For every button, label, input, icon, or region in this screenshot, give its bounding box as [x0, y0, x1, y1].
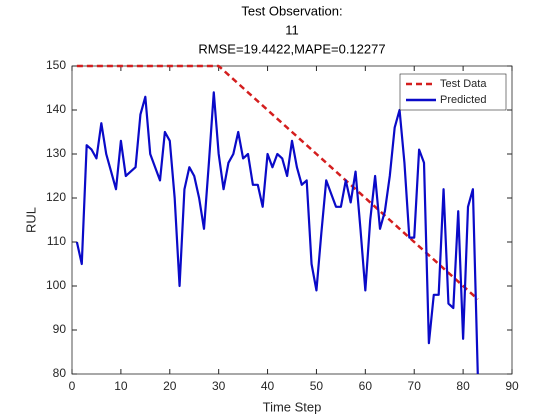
y-tick-label: 150	[46, 58, 66, 72]
legend-box	[399, 73, 507, 111]
y-tick-label: 120	[46, 190, 66, 204]
x-axis-label: Time Step	[263, 399, 322, 414]
x-tick-label: 20	[163, 379, 177, 393]
y-tick-label: 80	[53, 366, 67, 380]
x-tick-label: 60	[359, 379, 373, 393]
chart-title: 11	[285, 22, 299, 37]
chart-title: Test Observation:	[241, 3, 342, 18]
x-tick-label: 10	[114, 379, 128, 393]
y-tick-label: 90	[53, 322, 67, 336]
x-tick-label: 80	[456, 379, 470, 393]
x-tick-label: 40	[261, 379, 275, 393]
y-tick-label: 140	[46, 102, 66, 116]
line-series	[75, 91, 479, 375]
x-tick-label: 70	[408, 379, 422, 393]
y-tick-label: 110	[47, 234, 66, 248]
x-tick-label: 0	[69, 379, 76, 393]
legend-label: Test Data	[440, 78, 487, 90]
y-tick-label: 100	[46, 278, 66, 292]
plot-area	[71, 65, 513, 375]
line-series	[76, 64, 479, 301]
x-tick-label: 50	[310, 379, 324, 393]
x-tick-label: 30	[212, 379, 226, 393]
legend-label: Predicted	[440, 94, 486, 106]
y-tick-label: 130	[46, 146, 66, 160]
chart-title: RMSE=19.4422,MAPE=0.12277	[198, 41, 385, 56]
y-axis-label: RUL	[23, 207, 38, 233]
x-tick-label: 90	[505, 379, 519, 393]
